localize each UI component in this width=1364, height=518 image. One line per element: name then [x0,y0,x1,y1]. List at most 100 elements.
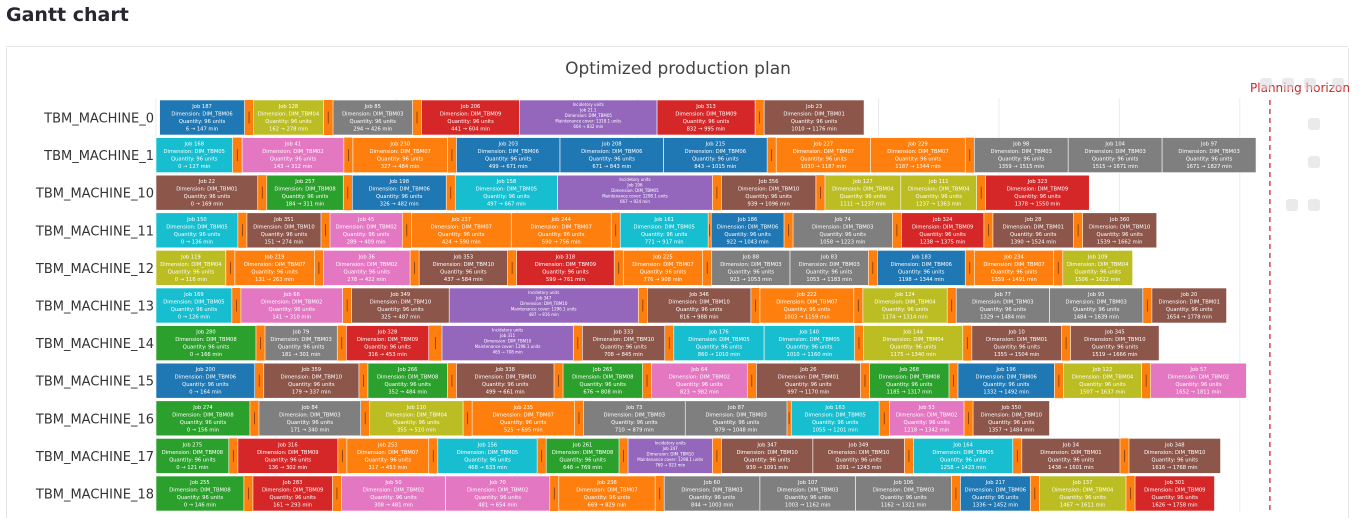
job-time: 1010 → 1160 min [787,352,832,358]
job-dimension: Dimension: DIM_TBM04 [1072,375,1134,381]
job-bar [889,400,965,437]
job-time: 1671 → 1827 min [1186,164,1231,170]
job-label: Job 156 [477,442,498,448]
job-bar [410,212,512,249]
job-quantity: Quantity: 96 units [791,119,838,125]
job-label: Job 93 [1087,292,1104,298]
job-time: 669 → 829 min [588,503,627,509]
job-dimension: Dimension: DIM_TBM06 [965,488,1026,494]
job-time: 1332 → 1492 min [983,390,1028,396]
job-dimension: Dimension: DIM_TBM03 [279,412,340,418]
job-label: Job 236 [596,480,617,486]
job-dimension: Dimension: DIM_TBM10 [738,187,799,193]
job-time: 184 → 311 min [286,202,325,208]
job-bar [1063,362,1142,399]
modebar-icon[interactable] [1308,199,1320,211]
job-dimension: Dimension: DIM_TBM03 [681,488,742,494]
job-label: Job 70 [489,480,506,486]
job-time: 325 → 487 min [381,315,420,321]
job-dimension: Dimension: DIM_TBM09 [1007,187,1068,193]
job-bar [792,212,893,249]
job-dimension: Dimension: DIM_TBM02 [363,488,424,494]
job-bar [901,212,985,249]
job-bar [445,475,551,512]
job-time: 0 → 116 min [175,277,207,283]
modebar-icon[interactable] [1282,78,1294,90]
job-label: Job 150 [186,217,207,223]
job-time: 832 → 995 min [687,127,726,133]
job-label: Job 73 [625,405,642,411]
maintenance-title: Incidetory units [573,102,604,107]
job-dimension: Dimension: DIM_TBM09 [912,224,973,230]
job-quantity: Quantity: 96 units [1152,495,1199,501]
modebar-icon[interactable] [1260,78,1272,90]
job-dimension: Dimension: DIM_TBM03 [1065,300,1126,306]
job-time: 1515 → 1671 min [1092,164,1137,170]
job-bar [155,325,257,361]
modebar-icon[interactable] [1308,156,1320,168]
job-dimension: Dimension: DIM_TBM05 [164,149,225,155]
job-time: 1053 → 1183 min [806,277,851,283]
maintenance-job: Job 196 [626,183,643,188]
job-bar [972,400,1050,437]
modebar[interactable] [1260,78,1344,211]
job-bar [1128,438,1221,474]
job-quantity: Quantity: 96 units [689,495,736,501]
job-quantity: Quantity: 96 units [1096,232,1143,238]
job-label: Job 206 [460,104,481,110]
job-label: Job 28 [1024,217,1041,223]
job-quantity: Quantity: 96 units [584,495,631,501]
modebar-icon[interactable] [1286,199,1298,211]
job-time: 1003 → 1162 min [785,503,830,509]
job-time: 151 → 274 min [265,239,304,245]
job-label: Job 119 [180,254,201,260]
job-time: 481 → 654 min [478,503,517,509]
job-label: Job 186 [737,217,758,223]
row-label: TBM_MACHINE_18 [35,488,154,503]
job-label: Job 255 [189,480,210,486]
job-quantity: Quantity: 96 units [464,457,511,463]
job-time: 922 → 1043 min [726,239,768,245]
row-label: TBM_MACHINE_10 [35,187,154,202]
job-time: 1174 → 1314 min [882,315,927,321]
job-label: Job 36 [358,254,375,260]
modebar-icon[interactable] [1304,78,1316,90]
job-quantity: Quantity: 96 units [580,382,627,388]
job-dimension: Dimension: DIM_TBM05 [476,187,537,193]
job-bar [155,174,259,211]
job-quantity: Quantity: 96 units [940,457,987,463]
job-time: 1539 → 1662 min [1097,239,1142,245]
page-title: Gantt chart [6,4,129,26]
job-bar [454,174,558,211]
job-bar [711,250,791,286]
job-dimension: Dimension: DIM_TBM08 [172,412,233,418]
job-dimension: Dimension: DIM_TBM08 [175,337,236,343]
job-label: Job 20 [1180,292,1197,298]
job-dimension: Dimension: DIM_TBM03 [705,412,766,418]
job-quantity: Quantity: 96 units [903,420,950,426]
job-label: Job 356 [758,179,779,185]
job-bar [957,362,1055,399]
job-dimension: Dimension: DIM_TBM09 [1144,488,1205,494]
job-quantity: Quantity: 96 units [840,194,887,200]
job-quantity: Quantity: 96 units [370,495,417,501]
job-dimension: Dimension: DIM_TBM03 [604,412,665,418]
modebar-icon[interactable] [1332,78,1344,90]
job-label: Job 137 [1072,480,1093,486]
job-time: 441 → 604 min [451,127,490,133]
job-dimension: Dimension: DIM_TBM10 [828,450,889,456]
job-label: Job 313 [695,104,716,110]
job-time: 1359 → 1515 min [998,164,1043,170]
job-label: Job 235 [513,405,534,411]
maintenance-dimension: Dimension: DIM_TBM10 [484,339,532,344]
job-label: Job 351 [273,217,294,223]
job-label: Job 274 [192,405,213,411]
modebar-icon[interactable] [1308,118,1320,130]
job-bar [955,287,1050,324]
job-label: Job 60 [703,480,720,486]
job-quantity: Quantity: 96 units [171,307,218,313]
job-time: 1390 → 1524 min [1011,239,1056,245]
job-label: Job 219 [264,254,285,260]
job-time: 171 → 340 min [290,427,329,433]
